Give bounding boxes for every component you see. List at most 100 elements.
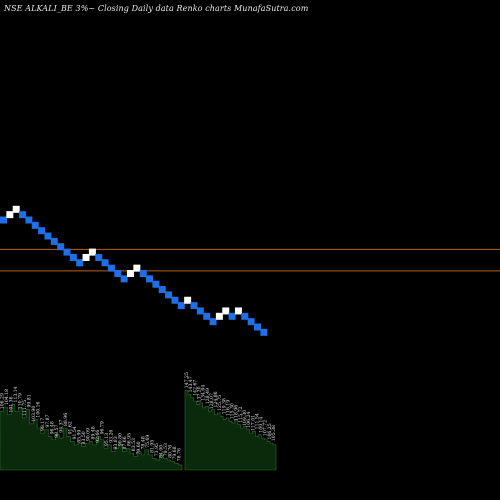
- volume-label: 105.38: [271, 425, 277, 441]
- renko-brick-down: [0, 216, 7, 224]
- volume-label: 79.53: [163, 443, 169, 456]
- volume-label: 103.90: [31, 406, 37, 422]
- volume-label: 73.95: [154, 443, 160, 456]
- renko-brick-up: [222, 307, 230, 315]
- volume-label: 90.80: [118, 433, 124, 446]
- volume-label: 96.79: [99, 421, 105, 434]
- volume-label: 106.29: [0, 393, 5, 409]
- volume-label: 98.17: [40, 418, 46, 431]
- renko-brick-down: [114, 270, 122, 277]
- volume-label: 99.81: [27, 394, 33, 407]
- volume-label: 116.19: [225, 400, 231, 416]
- renko-brick-down: [63, 248, 71, 256]
- volume-label: 79.60: [136, 441, 142, 454]
- renko-brick-up: [215, 312, 223, 320]
- renko-brick-down: [50, 237, 58, 245]
- volume-label: 95.13: [104, 433, 110, 446]
- renko-bricks: [0, 205, 268, 336]
- volume-label: 96.48: [49, 421, 55, 434]
- volume-label: 79.68: [172, 446, 178, 459]
- volume-label: 128.07: [209, 393, 215, 409]
- volume-label: 84.00: [159, 445, 165, 458]
- volume-label: 83.53: [131, 438, 137, 451]
- renko-brick-up: [234, 307, 242, 315]
- volume-label: 94.37: [58, 419, 64, 432]
- volume-label: 101.36: [8, 396, 14, 412]
- renko-brick-up: [184, 296, 192, 304]
- volume-label: 115.30: [230, 403, 236, 419]
- renko-brick-down: [31, 221, 39, 229]
- volume-label: 86.95: [127, 433, 133, 446]
- renko-brick-down: [260, 328, 268, 336]
- renko-brick-down: [25, 216, 33, 224]
- volume-label: 87.66: [122, 436, 128, 449]
- volume-label: 83.50: [81, 431, 87, 444]
- volume-area: [0, 404, 183, 471]
- renko-brick-down: [171, 296, 179, 304]
- volume-label: 88.96: [63, 413, 69, 426]
- renko-brick-down: [247, 318, 255, 326]
- volume-label: 93.26: [108, 430, 114, 443]
- renko-brick-up: [6, 211, 14, 219]
- renko-brick-down: [139, 270, 147, 277]
- volume-label: 80.76: [168, 445, 174, 458]
- renko-brick-down: [254, 323, 261, 331]
- volume-label: 91.54: [72, 426, 78, 439]
- renko-brick-down: [19, 211, 27, 219]
- volume-label: 147.25: [184, 372, 190, 388]
- renko-brick-up: [82, 253, 90, 261]
- volume-label: 97.87: [45, 414, 51, 427]
- volume-label: 118.96: [234, 405, 240, 421]
- volume-label: 109.30: [242, 410, 248, 426]
- volume-label: 78.76: [177, 448, 183, 461]
- renko-brick-down: [95, 253, 103, 261]
- renko-brick-down: [241, 312, 249, 320]
- reference-lines: [0, 248, 500, 272]
- renko-brick-down: [120, 275, 128, 283]
- volume-label: 100.16: [36, 401, 42, 417]
- renko-brick-up: [127, 270, 134, 277]
- volume-label: 111.75: [22, 400, 28, 416]
- volume-label: 137.20: [196, 386, 202, 402]
- volume-label: 89.48: [90, 426, 96, 439]
- volume-label: 142.67: [192, 380, 198, 396]
- volume-label: 93.83: [113, 436, 119, 449]
- volume-label: 125.75: [217, 395, 223, 411]
- renko-brick-down: [76, 259, 84, 267]
- renko-brick-down: [228, 312, 236, 320]
- volume-label: 107.72: [263, 420, 269, 436]
- volume-label: 119.38: [221, 398, 227, 414]
- volume-label: 75.69: [145, 435, 151, 448]
- volume-label: 106.24: [246, 412, 252, 428]
- volume-label: 106.25: [267, 423, 273, 439]
- volume-label: 115.72: [238, 406, 244, 422]
- renko-brick-down: [177, 302, 185, 310]
- renko-brick-down: [158, 286, 166, 294]
- renko-brick-up: [88, 248, 96, 256]
- renko-brick-down: [209, 318, 217, 326]
- volume-area: [184, 389, 277, 471]
- renko-brick-down: [101, 259, 109, 267]
- renko-brick-down: [190, 302, 198, 310]
- volume-label: 143.47: [188, 376, 194, 392]
- volume-label: 104.18: [4, 389, 10, 405]
- renko-brick-down: [146, 275, 154, 283]
- volume-label: 134.64: [201, 385, 207, 401]
- renko-brick-down: [44, 232, 52, 240]
- volume-label: 90.09: [86, 428, 92, 441]
- volume-label: 78.48: [140, 436, 146, 449]
- renko-brick-down: [69, 253, 77, 261]
- renko-brick-down: [196, 307, 204, 315]
- volume-label: 113.14: [13, 386, 19, 402]
- renko-brick-up: [133, 264, 141, 272]
- renko-brick-down: [203, 312, 211, 320]
- volume-label: 111.54: [254, 413, 260, 429]
- chart-caption: NSE ALKALI_BE 3%~ Closing Daily data Ren…: [4, 4, 309, 13]
- volume-label: 124.86: [213, 391, 219, 407]
- volume-label: 91.62: [68, 421, 74, 434]
- renko-brick-down: [152, 280, 160, 288]
- volume-label: 117.01: [250, 415, 256, 431]
- renko-brick-down: [38, 227, 46, 235]
